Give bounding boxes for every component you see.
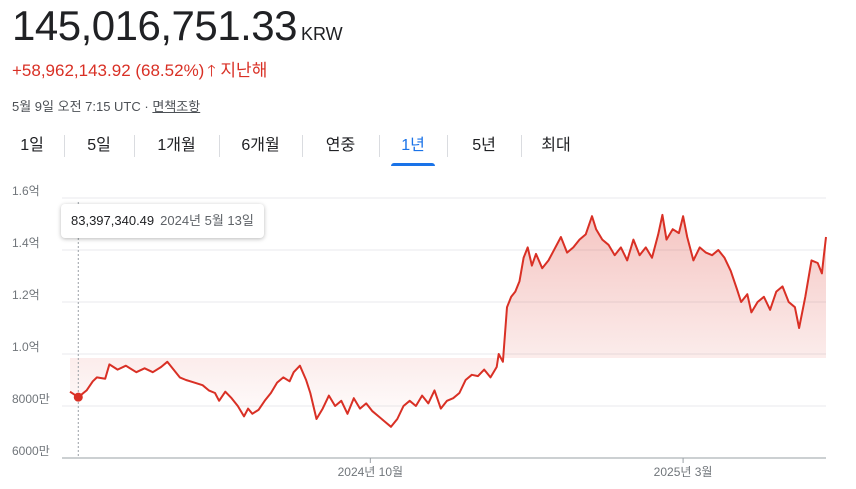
quote-timestamp: 5월 9일 오전 7:15 UTC xyxy=(12,99,141,114)
tab-max[interactable]: 최대 xyxy=(521,128,591,166)
price-tooltip: 83,397,340.49 2024년 5월 13일 xyxy=(61,204,264,238)
tab-6m[interactable]: 6개월 xyxy=(219,128,302,166)
x-tick-label: 2025년 3월 xyxy=(654,465,713,479)
tab-5y[interactable]: 5년 xyxy=(447,128,521,166)
chart-canvas: 1.6억 1.4억 1.2억 1.0억 8000만 6000만 2024년 10월 2025년… xyxy=(12,184,827,479)
change-period: 지난해 xyxy=(220,61,268,80)
tooltip-value: 83,397,340.49 xyxy=(71,213,155,228)
price-header: 145,016,751.33 KRW xyxy=(12,2,343,50)
disclaimer-link[interactable]: 면책조항 xyxy=(152,99,201,114)
price-chart[interactable]: 1.6억 1.4억 1.2억 1.0억 8000만 6000만 2024년 10월 2025년… xyxy=(0,180,856,489)
tab-1d[interactable]: 1일 xyxy=(20,137,44,154)
y-tick-label: 1.6억 xyxy=(12,184,40,198)
currency-code: KRW xyxy=(300,24,343,44)
series-line xyxy=(69,213,827,428)
y-tick-label: 8000만 xyxy=(12,392,50,406)
quote-meta: 5월 9일 오전 7:15 UTC · 면책조항 xyxy=(12,96,200,115)
arrow-up-icon: 🡑 xyxy=(207,63,216,80)
series-area-fill xyxy=(70,214,826,427)
x-tick-label: 2024년 10월 xyxy=(338,465,403,479)
y-tick-label: 6000만 xyxy=(12,444,50,458)
time-range-tabs: 1일 5일 1개월 6개월 연중 1년 5년 최대 xyxy=(0,128,591,166)
hover-point xyxy=(73,392,83,402)
change-value: +58,962,143.92 (68.52%) xyxy=(12,61,205,80)
y-tick-label: 1.4억 xyxy=(12,236,40,250)
y-tick-label: 1.2억 xyxy=(12,288,40,302)
price-change: +58,962,143.92 (68.52%) 🡑 지난해 xyxy=(12,56,267,87)
y-tick-label: 1.0억 xyxy=(12,340,40,354)
meta-separator: · xyxy=(144,99,149,114)
tooltip-date: 2024년 5월 13일 xyxy=(160,213,254,228)
tab-ytd[interactable]: 연중 xyxy=(302,128,379,166)
current-price: 145,016,751.33 xyxy=(12,2,297,49)
tab-1m[interactable]: 1개월 xyxy=(134,128,219,166)
tab-5d[interactable]: 5일 xyxy=(64,128,134,166)
tab-1y[interactable]: 1년 xyxy=(379,128,447,166)
